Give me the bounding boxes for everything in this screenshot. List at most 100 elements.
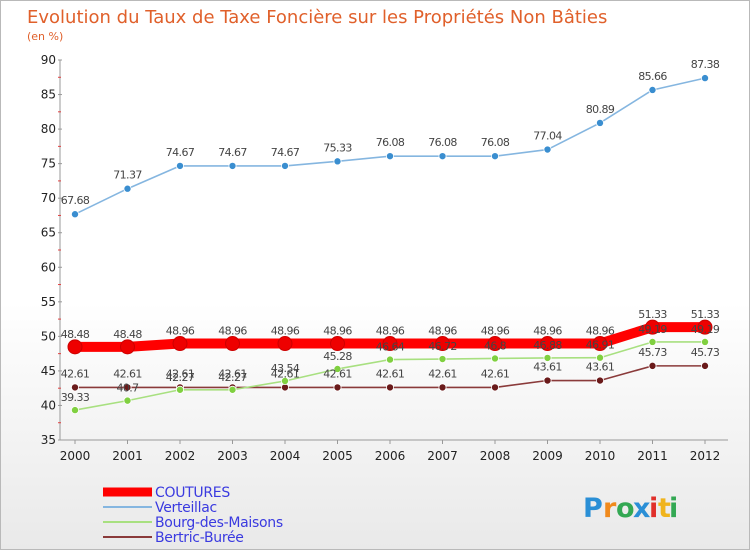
data-point[interactable] — [543, 353, 552, 362]
data-label: 48.96 — [218, 325, 247, 338]
data-point[interactable] — [540, 336, 555, 352]
data-point[interactable] — [123, 184, 132, 193]
y-tick-label: 35 — [41, 433, 56, 447]
data-point[interactable] — [228, 161, 237, 170]
data-point[interactable] — [172, 336, 188, 352]
data-label: 48.48 — [61, 328, 90, 341]
data-point[interactable] — [435, 336, 450, 352]
data-label: 76.08 — [428, 136, 457, 149]
data-point[interactable] — [648, 85, 657, 94]
data-label: 42.61 — [166, 367, 195, 380]
data-point[interactable] — [438, 383, 447, 392]
data-point[interactable] — [123, 383, 132, 392]
logo-letter: x — [633, 493, 650, 524]
data-point[interactable] — [71, 383, 80, 392]
data-label: 46.64 — [376, 341, 405, 354]
y-tick-label: 85 — [41, 88, 56, 102]
data-point[interactable] — [596, 376, 605, 385]
data-point[interactable] — [648, 361, 657, 370]
data-point[interactable] — [490, 383, 499, 392]
data-point[interactable] — [385, 152, 394, 161]
x-tick-label: 2007 — [427, 449, 458, 463]
data-point[interactable] — [385, 355, 394, 364]
x-tick-label: 2002 — [165, 449, 196, 463]
data-point[interactable] — [67, 339, 83, 355]
data-point[interactable] — [175, 161, 184, 170]
x-tick-label: 2001 — [112, 449, 143, 463]
data-label: 77.04 — [533, 130, 562, 143]
legend-label: Bourg-des-Maisons — [155, 515, 283, 531]
data-label: 76.08 — [376, 136, 405, 149]
y-tick-label: 60 — [41, 260, 56, 274]
data-point[interactable] — [385, 383, 394, 392]
data-point[interactable] — [697, 319, 713, 335]
y-tick-label: 40 — [41, 398, 56, 412]
data-point[interactable] — [277, 336, 293, 352]
data-point[interactable] — [701, 337, 710, 346]
data-label: 43.54 — [271, 362, 300, 375]
data-point[interactable] — [543, 145, 552, 154]
data-label: 87.38 — [691, 58, 720, 71]
y-tick-label: 50 — [41, 329, 56, 343]
y-tick-label: 80 — [41, 122, 56, 136]
data-point[interactable] — [592, 336, 608, 352]
data-point[interactable] — [490, 354, 499, 363]
data-label: 48.96 — [481, 325, 510, 338]
legend-label: COUTURES — [155, 485, 230, 501]
data-point[interactable] — [71, 406, 80, 415]
data-point[interactable] — [701, 361, 710, 370]
data-label: 67.68 — [61, 194, 90, 207]
data-point[interactable] — [596, 118, 605, 127]
data-point[interactable] — [71, 210, 80, 219]
data-point[interactable] — [225, 336, 240, 352]
series-layer — [67, 74, 713, 415]
x-tick-label: 2008 — [480, 449, 511, 463]
data-label: 42.61 — [271, 367, 300, 380]
x-tick-label: 2009 — [532, 449, 563, 463]
data-label: 71.37 — [113, 169, 142, 182]
data-point[interactable] — [280, 376, 289, 385]
x-tick-label: 2005 — [322, 449, 353, 463]
data-point[interactable] — [330, 336, 345, 352]
chart-title: Evolution du Taux de Taxe Foncière sur l… — [27, 7, 607, 28]
data-label: 45.73 — [638, 346, 667, 359]
data-point[interactable] — [438, 355, 447, 364]
y-tick-label: 55 — [41, 295, 56, 309]
x-tick-label: 2012 — [690, 449, 721, 463]
data-point[interactable] — [438, 152, 447, 161]
data-point[interactable] — [333, 383, 342, 392]
logo-letter: i — [669, 493, 678, 524]
data-point[interactable] — [280, 161, 289, 170]
data-label: 40.7 — [116, 382, 139, 395]
data-label: 48.96 — [586, 325, 615, 338]
data-label: 49.19 — [691, 323, 720, 336]
data-point[interactable] — [701, 74, 710, 83]
data-point[interactable] — [596, 353, 605, 362]
data-point[interactable] — [228, 385, 237, 394]
data-label: 42.61 — [428, 367, 457, 380]
data-point[interactable] — [543, 376, 552, 385]
data-point[interactable] — [382, 336, 398, 352]
data-label: 48.48 — [113, 328, 142, 341]
data-label: 45.73 — [691, 346, 720, 359]
data-label: 49.19 — [638, 323, 667, 336]
y-tick-label: 70 — [41, 191, 56, 205]
data-point[interactable] — [487, 336, 503, 352]
data-label: 45.28 — [323, 350, 352, 363]
data-point[interactable] — [648, 337, 657, 346]
data-label: 42.61 — [113, 367, 142, 380]
data-label: 85.66 — [638, 70, 667, 83]
data-point[interactable] — [645, 319, 660, 335]
y-tick-label: 65 — [41, 226, 56, 240]
data-point[interactable] — [333, 364, 342, 373]
data-label: 46.72 — [428, 340, 457, 353]
data-label: 48.96 — [271, 325, 300, 338]
series-2 — [71, 337, 710, 415]
data-point[interactable] — [490, 152, 499, 161]
data-point[interactable] — [120, 339, 135, 355]
data-point[interactable] — [123, 396, 132, 405]
data-point[interactable] — [333, 157, 342, 166]
data-point[interactable] — [175, 385, 184, 394]
